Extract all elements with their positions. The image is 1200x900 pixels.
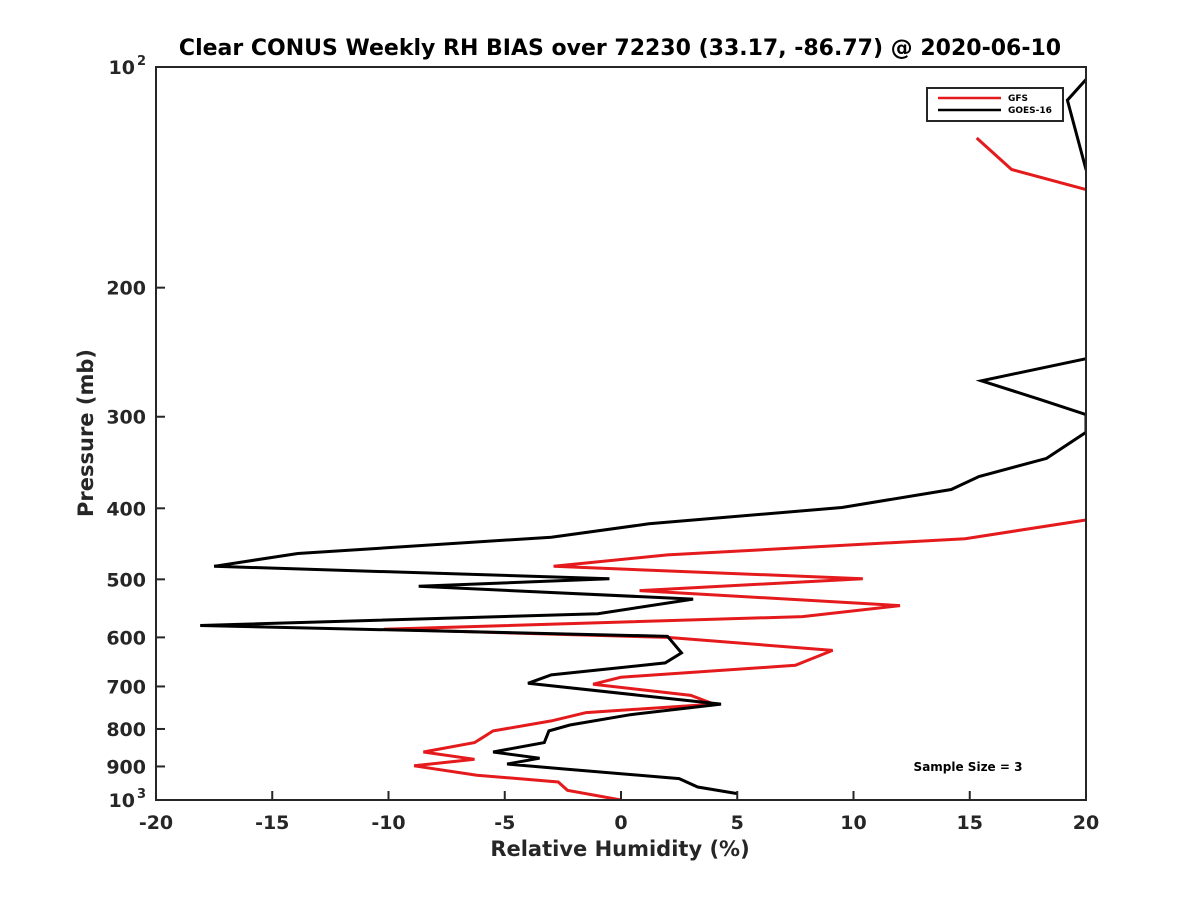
legend: GFS GOES-16: [926, 87, 1064, 122]
series-line-goes-16: [200, 78, 1086, 796]
x-tick-label: -5: [494, 812, 515, 834]
y-tick-label: 300: [106, 407, 146, 429]
y-tick-label: 400: [106, 498, 146, 520]
series-layer: [200, 78, 1086, 800]
y-tick-label: 200: [106, 278, 146, 300]
x-tick-label: -20: [139, 812, 173, 834]
legend-entries: GFS GOES-16: [938, 94, 1052, 116]
y-tick-label: 10: [109, 57, 135, 79]
y-axis-label: Pressure (mb): [74, 349, 98, 517]
x-tick-label: 5: [731, 812, 744, 834]
y-tick-label: 600: [106, 627, 146, 649]
x-tick-label: 15: [957, 812, 983, 834]
plot-frame: [155, 66, 1087, 801]
series-line-gfs: [383, 136, 1086, 800]
x-tick-label: 20: [1073, 812, 1099, 834]
x-tick-label: 0: [614, 812, 627, 834]
chart-title: Clear CONUS Weekly RH BIAS over 72230 (3…: [179, 36, 1061, 61]
y-tick-label: 900: [106, 756, 146, 778]
y-tick-label: 500: [106, 569, 146, 591]
y-tick-label: 700: [106, 676, 146, 698]
legend-box: [926, 87, 1064, 122]
x-tick-label: -15: [255, 812, 289, 834]
y-tick-label: 10: [109, 790, 135, 812]
x-tick-label: 10: [840, 812, 866, 834]
sample-size-annotation: Sample Size = 3: [914, 760, 1023, 774]
legend-label: GFS: [1008, 94, 1028, 104]
x-axis-ticks: -20 -15 -10 -5 0 5 10 15 20: [139, 791, 1099, 834]
y-tick-exponent: 3: [137, 787, 146, 802]
legend-label: GOES-16: [1008, 106, 1052, 116]
x-axis-label: Relative Humidity (%): [490, 837, 749, 861]
y-tick-label: 800: [106, 719, 146, 741]
y-tick-exponent: 2: [137, 54, 146, 69]
x-tick-label: -10: [371, 812, 405, 834]
